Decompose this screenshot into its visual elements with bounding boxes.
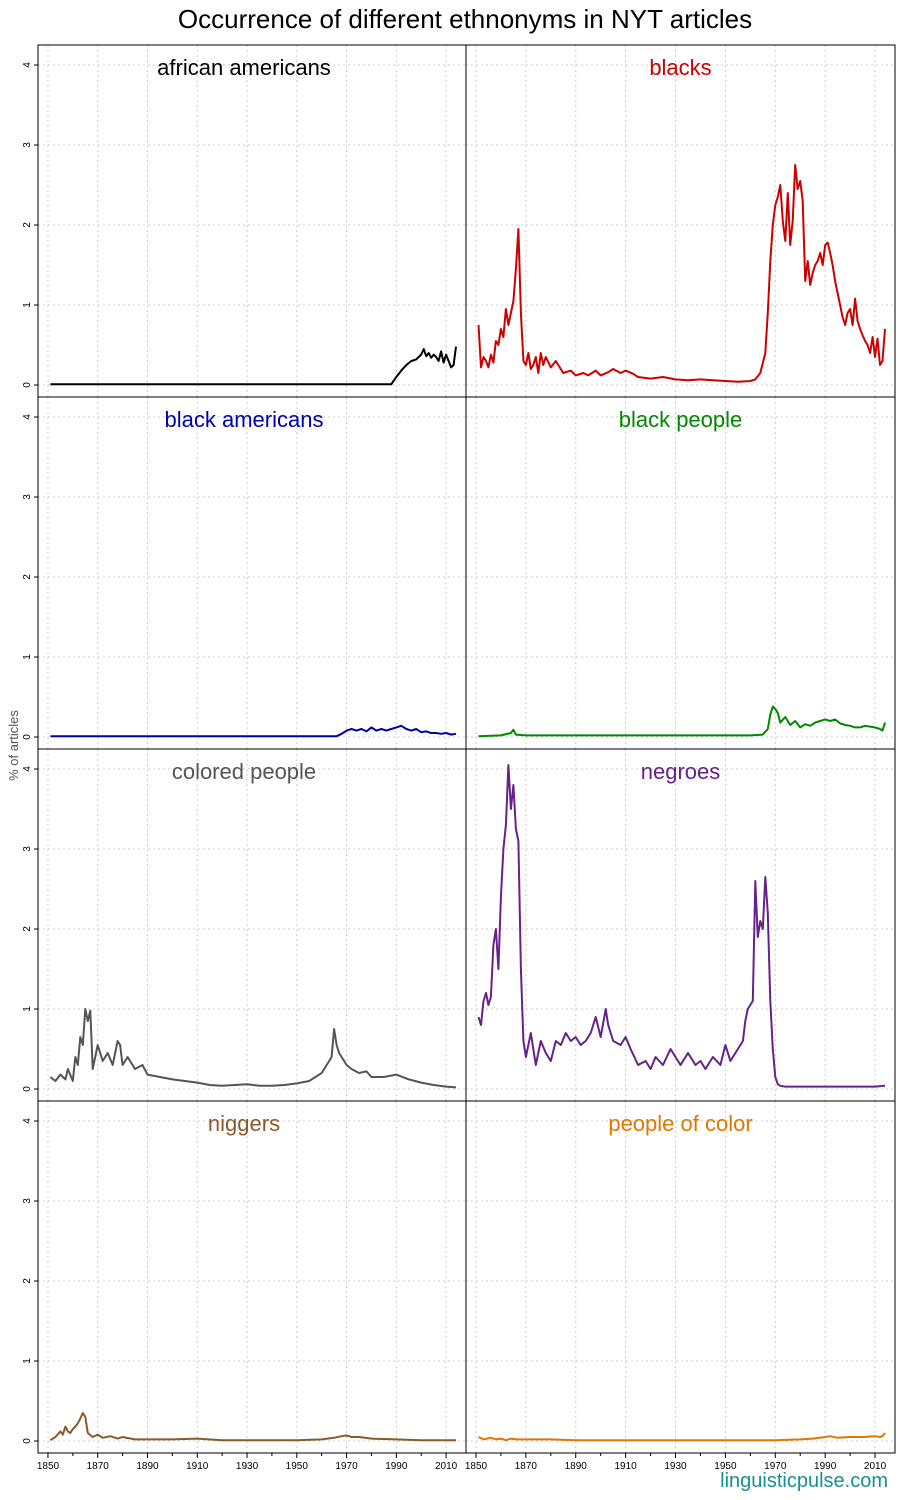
panel-african-americans: 0 1 2 3 4 african americans [22,44,467,398]
x-tick-label: 1970 [764,1461,787,1472]
x-tick-label: 2010 [864,1461,887,1472]
y-tick-label: 2 [22,574,33,580]
y-tick-label: 4 [22,62,33,68]
x-tick-label: 1930 [664,1461,687,1472]
panel-title-niggers: niggers [208,1111,280,1136]
y-tick-label: 4 [22,766,33,772]
x-tick-label: 1870 [515,1461,538,1472]
x-tick-label: 1990 [385,1461,408,1472]
y-tick-label: 2 [22,926,33,932]
panel-border [465,1100,896,1454]
y-tick-label: 4 [22,1118,33,1124]
y-tick-label: 2 [22,222,33,228]
panel-border [37,44,467,398]
y-tick-label: 3 [22,494,33,500]
series-line-black-people [478,705,886,738]
panel-title-blacks: blacks [649,55,711,80]
series-line-african-americans [50,346,457,386]
x-tick-label: 2010 [435,1461,458,1472]
panel-blacks: blacks [465,44,896,398]
y-tick-label: 3 [22,846,33,852]
x-tick-label: 1950 [286,1461,309,1472]
panel-colored-people: 0 1 2 3 4 colored people [22,748,467,1102]
x-tick-label: 1890 [565,1461,588,1472]
y-tick-label: 0 [22,734,33,740]
series-line-niggers [49,1412,456,1442]
x-tick-label: 1970 [335,1461,358,1472]
y-tick-label: 3 [22,142,33,148]
credit-text[interactable]: linguisticpulse.com [720,1470,888,1492]
panel-border [37,1100,467,1454]
panel-border [465,396,896,750]
x-tick-label: 1950 [714,1461,737,1472]
series-line-black-americans [50,724,457,738]
y-tick-label: 1 [22,302,33,308]
y-tick-label: 0 [22,1086,33,1092]
y-tick-label: 3 [22,1198,33,1204]
y-tick-label: 4 [22,414,33,420]
panel-border [465,748,896,1102]
y-tick-label: 0 [22,1438,33,1444]
panel-title-people-of-color: people of color [608,1111,752,1136]
y-tick-label: 1 [22,1006,33,1012]
panel-negroes: negroes [465,748,896,1102]
panel-title-black-americans: black americans [165,407,324,432]
x-tick-label: 1890 [136,1461,159,1472]
y-tick-label: 2 [22,1278,33,1284]
y-tick-label: 0 [22,382,33,388]
series-line-negroes [477,764,886,1088]
panel-title-colored-people: colored people [172,759,316,784]
panel-title-african-americans: african americans [157,55,331,80]
panel-black-americans: 0 1 2 3 4 black americans [22,396,467,750]
x-tick-label: 1850 [37,1461,60,1472]
x-tick-label: 1910 [615,1461,638,1472]
panel-title-black-people: black people [619,407,743,432]
series-line-people-of-color [478,1432,886,1442]
x-tick-label: 1910 [186,1461,209,1472]
y-tick-label: 1 [22,654,33,660]
panel-black-people: black people [465,396,896,750]
panel-title-negroes: negroes [641,759,721,784]
series-line-blacks [477,164,886,383]
x-tick-label: 1930 [236,1461,259,1472]
y-tick-label: 1 [22,1358,33,1364]
panel-niggers: 0 1 2 3 4 1850 1870 1890 1910 1930 1950 1970 1990 201… [22,1100,467,1472]
panel-border [37,748,467,1102]
panel-border [465,44,896,398]
x-tick-label: 1870 [87,1461,110,1472]
x-tick-label: 1990 [814,1461,837,1472]
x-tick-label: 1850 [465,1461,488,1472]
series-line-colored-people [49,1008,457,1089]
chart-title: Occurrence of different ethnonyms in NYT… [177,4,753,34]
panel-border [37,396,467,750]
panel-people-of-color: 1850 1870 1890 1910 1930 1950 1970 1990 2010 peop… [465,1100,896,1472]
